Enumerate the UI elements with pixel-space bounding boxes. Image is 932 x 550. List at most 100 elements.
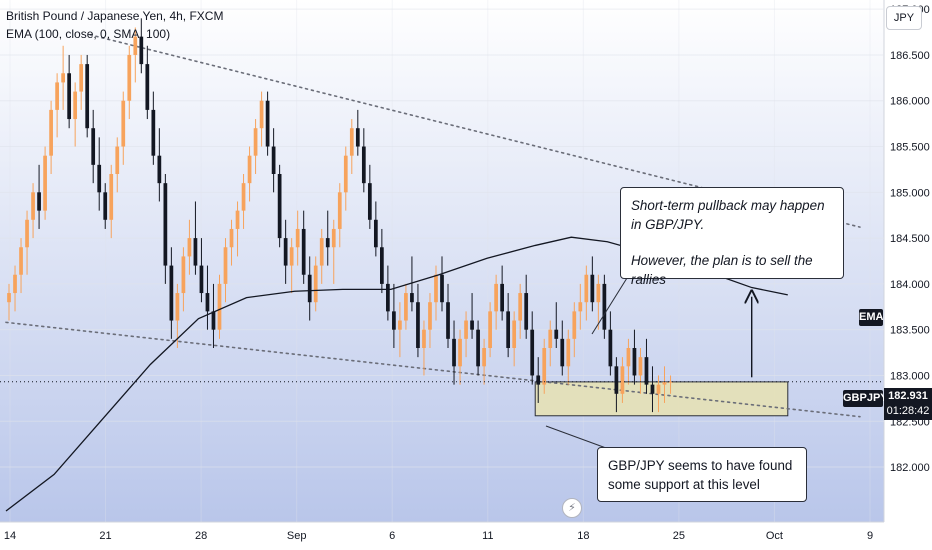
candle-body — [229, 228, 234, 248]
candle-body — [331, 228, 336, 248]
candle-body — [506, 311, 511, 348]
symbol-tag: GBPJPY — [843, 390, 888, 407]
candle-body — [151, 109, 156, 156]
candle-body — [596, 283, 601, 303]
candle-body — [265, 100, 270, 147]
time-tick-label: 25 — [673, 530, 685, 542]
candle-body — [367, 183, 372, 220]
candle-body — [602, 283, 607, 330]
annotation-lines — [545, 277, 752, 449]
candle-body — [440, 274, 444, 303]
chart-legend: British Pound / Japanese Yen, 4h, FXCM E… — [6, 7, 223, 43]
candle-body — [277, 174, 282, 239]
candle-body — [97, 164, 102, 193]
candle-body — [181, 256, 186, 294]
candle-body — [620, 366, 625, 394]
candle-body — [572, 311, 577, 339]
candle-body — [379, 247, 384, 284]
candle-body — [614, 366, 619, 394]
support-note-pointer — [545, 425, 607, 449]
candle-body — [133, 36, 138, 55]
currency-button[interactable]: JPY — [886, 6, 922, 30]
candle-body — [398, 320, 402, 330]
pullback-note-line2: However, the plan is to sell the rallies — [631, 253, 813, 287]
candle-body — [482, 348, 486, 367]
candle-body — [422, 329, 426, 348]
price-tick-label: 184.000 — [890, 279, 930, 291]
candle-body — [428, 302, 432, 330]
candle-body — [271, 146, 276, 174]
candle-body — [632, 348, 637, 376]
candle-body — [668, 381, 673, 383]
candle-body — [157, 155, 162, 184]
candle-body — [79, 64, 84, 92]
candle-body — [235, 210, 240, 229]
support-note[interactable]: GBP/JPY seems to have found some support… — [597, 447, 807, 502]
candle-body — [536, 375, 541, 385]
candle-body — [476, 329, 480, 367]
time-tick-label: 9 — [867, 530, 873, 542]
candle-body — [31, 192, 35, 220]
pullback-note[interactable]: Short-term pullback may happen in GBP/JP… — [620, 187, 844, 287]
price-tick-label: 183.500 — [890, 325, 930, 337]
time-tick-label: Sep — [287, 530, 307, 542]
pullback-note-line1: Short-term pullback may happen in GBP/JP… — [631, 198, 825, 232]
candle-body — [67, 73, 72, 120]
candle-body — [73, 91, 78, 120]
candle-body — [638, 357, 643, 376]
time-tick-label: Oct — [766, 530, 783, 542]
candle-body — [169, 265, 174, 321]
candle-body — [301, 228, 306, 275]
candle-body — [343, 155, 348, 193]
time-tick-label: 28 — [195, 530, 207, 542]
candle-body — [656, 384, 661, 394]
candle-body — [19, 247, 23, 275]
candle-body — [61, 73, 65, 83]
candle-body — [644, 357, 649, 385]
candle-body — [662, 381, 667, 385]
support-note-text: GBP/JPY seems to have found some support… — [608, 458, 793, 492]
pullback-note-pointer — [591, 277, 628, 335]
candle-body — [223, 247, 228, 284]
price-tick-label: 184.500 — [890, 233, 930, 245]
last-price-label: 182.931 — [888, 390, 928, 402]
candle-body — [199, 265, 204, 294]
time-tick-label: 21 — [99, 530, 111, 542]
candle-body — [247, 155, 252, 184]
candle-body — [337, 192, 342, 229]
symbol-title: British Pound / Japanese Yen, 4h, FXCM — [6, 9, 224, 23]
candle-body — [650, 384, 655, 394]
candle-body — [109, 174, 114, 220]
candle-body — [566, 338, 571, 367]
candle-body — [590, 274, 595, 303]
candle-body — [560, 338, 565, 367]
candle-body — [494, 283, 498, 312]
candle-body — [253, 128, 258, 156]
candle-body — [434, 274, 438, 303]
candle-body — [500, 283, 505, 312]
candle-body — [127, 54, 132, 101]
candle-body — [392, 311, 396, 330]
bar-countdown: 01:28:42 — [886, 405, 930, 417]
candle-body — [7, 293, 11, 303]
price-tick-label: 183.000 — [890, 370, 930, 382]
candle-body — [217, 283, 222, 330]
price-tick-label: 186.000 — [890, 96, 930, 108]
candle-body — [307, 274, 312, 303]
price-axis-background — [884, 0, 932, 550]
candle-body — [175, 293, 180, 321]
candle-body — [373, 219, 378, 248]
price-tick-label: 186.500 — [890, 50, 930, 62]
candle-body — [115, 146, 120, 174]
candle-body — [295, 228, 300, 248]
candle-body — [578, 302, 583, 312]
price-tick-label: 185.000 — [890, 187, 930, 199]
candle-body — [145, 64, 150, 110]
candle-body — [259, 100, 264, 129]
candle-body — [410, 293, 414, 303]
price-tick-label: 185.500 — [890, 142, 930, 154]
candle-body — [49, 109, 53, 156]
candle-body — [319, 238, 324, 266]
lightning-bolt-icon[interactable]: ⚡ — [562, 498, 582, 518]
